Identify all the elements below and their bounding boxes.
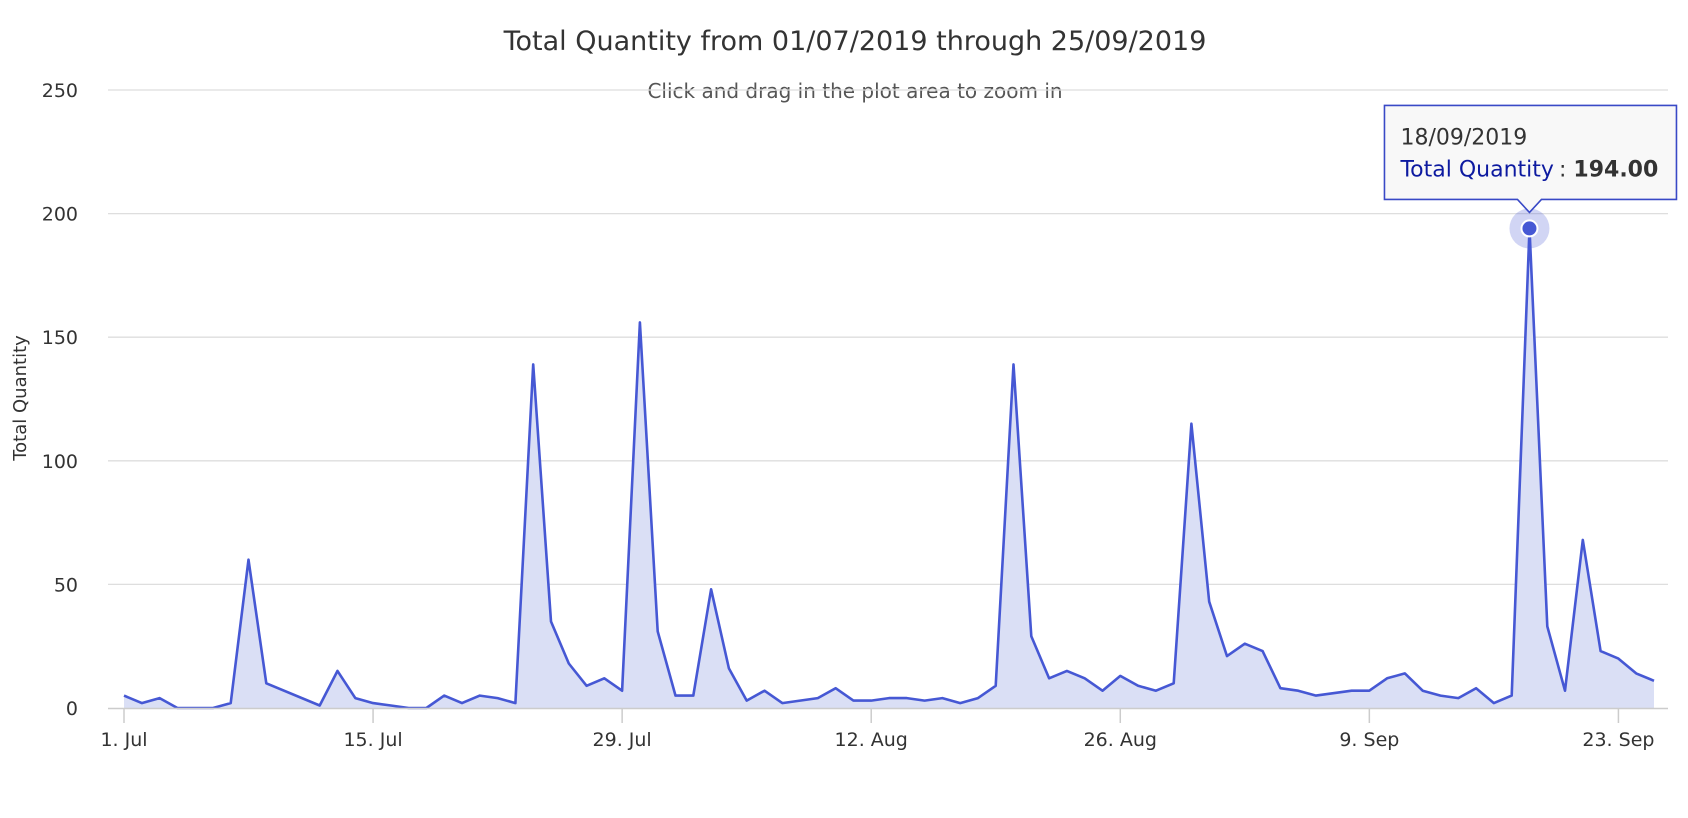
series-area <box>124 228 1654 708</box>
x-tick-label: 23. Sep <box>1582 729 1654 751</box>
tooltip-date: 18/09/2019 <box>1400 125 1527 150</box>
tooltip-box <box>1383 104 1678 214</box>
grid-lines <box>108 89 1668 586</box>
x-axis: 1. Jul 15. Jul 29. Jul 12. Aug 26. Aug 9. Sep… <box>100 707 1668 751</box>
tooltip: 18/09/2019 Total Quantity : 194.00 <box>1383 104 1678 214</box>
y-tick-label: 100 <box>42 451 78 473</box>
tooltip-series-name: Total Quantity <box>1399 157 1553 182</box>
series-line <box>123 227 1655 710</box>
x-tick-label: 1. Jul <box>100 729 147 751</box>
hover-point[interactable] <box>1520 219 1539 238</box>
tooltip-value-line: Total Quantity : 194.00 <box>1399 157 1658 182</box>
y-tick-label: 200 <box>42 204 78 226</box>
tooltip-value: 194.00 <box>1573 157 1658 182</box>
series-area-fill <box>124 228 1654 708</box>
y-tick-label: 150 <box>42 327 78 349</box>
y-tick-label: 250 <box>42 80 78 102</box>
y-axis-label: Total Quantity <box>10 335 31 462</box>
y-tick-label: 50 <box>54 574 78 596</box>
x-tick-label: 26. Aug <box>1084 729 1157 751</box>
x-tick-label: 29. Jul <box>593 729 652 751</box>
tooltip-separator: : <box>1559 157 1573 182</box>
series-line-group <box>123 227 1655 710</box>
x-tick-label: 12. Aug <box>835 729 908 751</box>
y-axis-tick-labels: 0 50 100 150 200 250 <box>42 80 78 720</box>
chart-subtitle: Click and drag in the plot area to zoom … <box>647 79 1062 103</box>
hover-marker[interactable] <box>1509 208 1550 249</box>
y-tick-label: 0 <box>66 698 78 720</box>
x-tick-label: 9. Sep <box>1339 729 1399 751</box>
chart-title: Total Quantity from 01/07/2019 through 2… <box>503 26 1207 57</box>
x-tick-label: 15. Jul <box>343 729 402 751</box>
